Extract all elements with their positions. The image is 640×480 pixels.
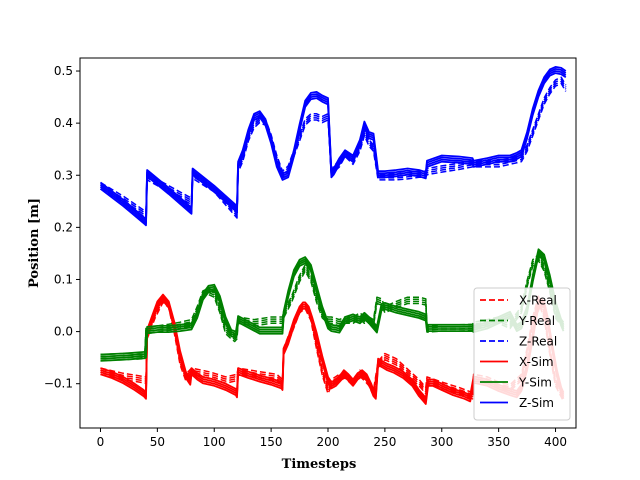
series-line-z_real-0 [100, 80, 567, 217]
series-line-z_sim-2 [99, 72, 567, 227]
legend-label: Y-Real [518, 314, 555, 328]
legend: X-Real Y-Real Z-Real X-Sim Y-Sim Z-Sim [473, 287, 571, 421]
x-tick-label: 0 [97, 435, 105, 449]
x-tick-label: 350 [487, 435, 510, 449]
x-tick-label: 250 [373, 435, 396, 449]
y-tick-label: 0.1 [54, 272, 73, 286]
legend-label: Z-Sim [519, 396, 554, 410]
legend-label: X-Real [519, 294, 557, 308]
x-tick-label: 200 [317, 435, 340, 449]
y-tick-label: 0.3 [54, 168, 73, 182]
legend-label: Z-Real [519, 335, 557, 349]
x-tick-label: 400 [544, 435, 567, 449]
series-line-z_sim-3 [99, 66, 567, 220]
y-tick-label: 0.4 [54, 116, 73, 130]
series-line-z_real-2 [100, 82, 567, 219]
y-axis-label: Position [m] [27, 198, 42, 288]
legend-label: Y-Sim [518, 376, 552, 390]
y-tick-label: 0.2 [54, 220, 73, 234]
y-axis: −0.1 0.0 0.1 0.2 0.3 0.4 0.5 [44, 64, 80, 391]
x-tick-label: 50 [150, 435, 165, 449]
y-tick-label: 0.0 [54, 325, 73, 339]
series-z_sim [99, 66, 567, 227]
y-tick-label: −0.1 [44, 377, 73, 391]
x-tick-label: 150 [260, 435, 283, 449]
x-axis: 0 50 100 150 200 250 300 350 400 [97, 428, 567, 449]
x-tick-label: 100 [203, 435, 226, 449]
y-tick-label: 0.5 [54, 64, 73, 78]
x-axis-label: Timesteps [282, 457, 357, 472]
x-tick-label: 300 [430, 435, 453, 449]
legend-label: X-Sim [519, 355, 554, 369]
